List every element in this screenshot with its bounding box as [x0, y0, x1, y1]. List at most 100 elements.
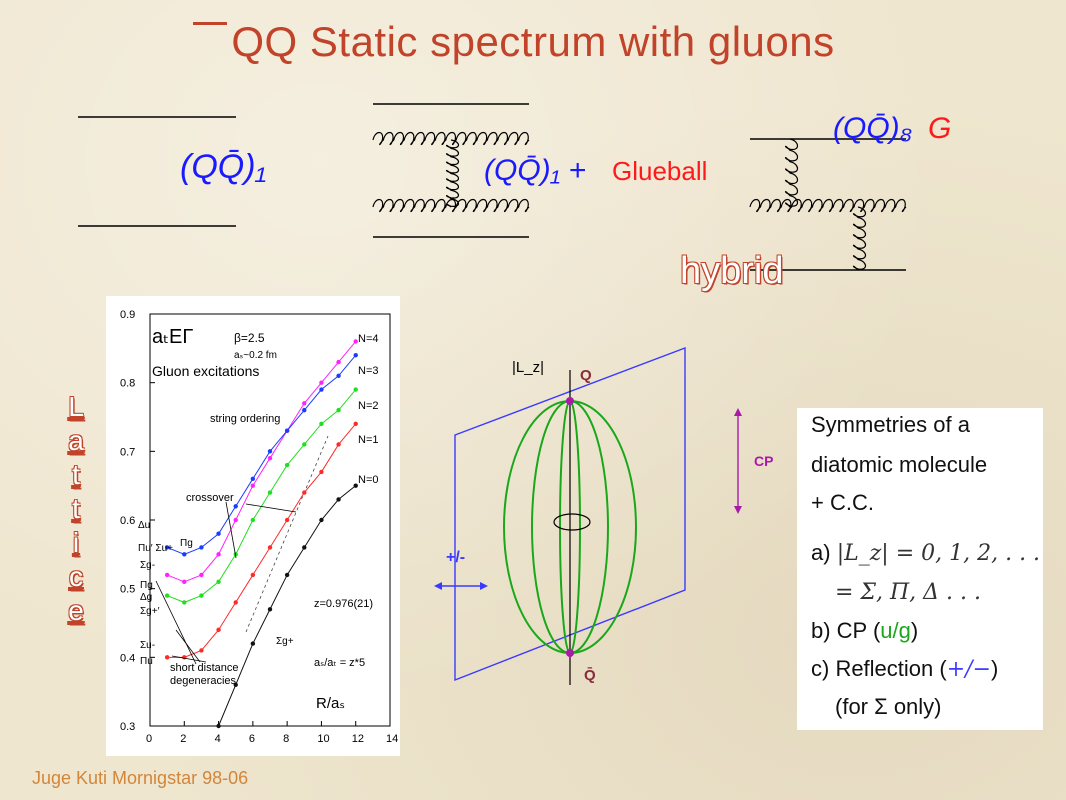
data-point	[353, 387, 358, 392]
x-tick-label: 6	[249, 733, 255, 745]
series-label-n0: N=0	[358, 474, 379, 486]
data-point	[284, 428, 290, 433]
lattice-letter: e	[68, 595, 84, 626]
data-point	[182, 655, 187, 660]
data-point	[182, 552, 187, 557]
data-point	[164, 572, 170, 578]
data-point	[319, 517, 324, 523]
gluon-line-bottom	[372, 198, 530, 213]
series-label-n1: N=1	[358, 434, 379, 446]
title-overline	[193, 22, 227, 25]
lattice-letter: t	[72, 459, 80, 490]
beta-label: β=2.5	[234, 331, 265, 345]
spacing-label: aₛ~0.2 fm	[234, 350, 277, 361]
qq1-label: (QQ̄)₁	[180, 148, 266, 186]
gluon-line-hybrid-left	[784, 138, 799, 208]
qq8-g-label: G	[928, 112, 951, 145]
data-point	[353, 483, 358, 488]
series-line	[166, 341, 357, 583]
diagram-singlet: (QQ̄)₁	[78, 116, 266, 227]
sym-item-a: a) |L_z| = 0, 1, 2, . . .	[811, 540, 1040, 566]
gluon-line-top	[372, 131, 530, 146]
lattice-plot-panel: 0.3 0.4 0.5 0.6 0.7 0.8 0.9 0 2 4 6 8 10 12 14 aₜEΓ G…	[106, 296, 400, 756]
x-tick-label: 4	[215, 733, 221, 745]
sym-a-math-2: = Σ, Π, Δ . . .	[835, 580, 981, 605]
data-point	[250, 476, 256, 481]
data-point	[336, 373, 341, 378]
data-point	[216, 627, 221, 633]
symmetries-panel: Symmetries of a diatomic molecule + C.C.…	[797, 408, 1043, 730]
series-label-n2: N=2	[358, 400, 379, 412]
y-tick-label: 0.3	[120, 721, 135, 733]
qq8-label: (QQ̄)₈	[833, 112, 912, 145]
lattice-plot: 0.3 0.4 0.5 0.6 0.7 0.8 0.9 0 2 4 6 8 10 12 14 aₜEΓ G…	[120, 309, 398, 745]
data-point	[199, 572, 204, 578]
series-label-n4: N=4	[358, 333, 379, 345]
data-point	[336, 359, 341, 365]
lattice-letter: i	[72, 527, 80, 558]
y-tick-label: 0.4	[120, 652, 135, 664]
series-line	[166, 354, 357, 555]
data-point	[302, 490, 307, 495]
state-label: Σg+′	[140, 606, 160, 617]
data-point	[267, 545, 273, 550]
quark-dot	[566, 397, 574, 405]
lattice-letter: c	[69, 561, 83, 592]
data-point	[267, 607, 273, 612]
x-tick-label: 8	[283, 733, 289, 745]
data-point	[216, 552, 221, 557]
data-point	[267, 456, 273, 461]
ratio-label: aₛ/aₜ = z*5	[314, 657, 365, 669]
data-point	[302, 545, 307, 550]
glueball-label: Glueball	[612, 156, 707, 186]
x-tick-label: 10	[317, 733, 329, 745]
plot-title-sym: aₜEΓ	[152, 326, 193, 348]
series-label-n3: N=3	[358, 365, 379, 377]
gluon-line-hybrid	[749, 198, 907, 213]
antiquark-dot	[566, 649, 574, 657]
series-line	[167, 423, 357, 658]
data-point	[267, 449, 273, 454]
data-point	[233, 682, 238, 687]
sym-a-math: |L_z| = 0, 1, 2, . . .	[836, 541, 1041, 566]
x-tick-label: 2	[180, 733, 186, 745]
state-label: Σg-	[140, 560, 155, 571]
data-point	[216, 531, 221, 536]
state-label: Πu′ Σu+	[138, 543, 173, 554]
data-point	[199, 545, 204, 550]
gluon-line-hybrid-right	[852, 206, 867, 271]
state-label: Πg	[180, 538, 193, 549]
data-point	[233, 517, 238, 523]
data-point	[216, 579, 221, 584]
diagram-hybrid: (QQ̄)₈ G	[749, 112, 951, 271]
x-axis-label: R/aₛ	[316, 695, 345, 712]
sym-item-d: (for Σ only)	[835, 694, 942, 719]
annotation-arrows	[155, 501, 297, 665]
lattice-letter: L	[68, 391, 84, 422]
data-point	[250, 483, 256, 488]
slide-title: QQ Static spectrum with gluons	[231, 18, 835, 65]
data-point	[319, 469, 324, 475]
data-point	[284, 572, 290, 578]
data-point	[182, 600, 187, 605]
sym-item-b: b) CP (u/g)	[811, 618, 919, 643]
y-tick-label: 0.6	[120, 515, 135, 527]
state-label: Δg	[140, 592, 152, 603]
sym-line-3: + C.C.	[811, 490, 874, 515]
data-point	[233, 504, 238, 509]
sym-c-highlight: +/−	[946, 657, 991, 682]
crossover-label: crossover	[186, 492, 234, 504]
y-tick-label: 0.8	[120, 378, 135, 390]
data-point	[284, 462, 290, 468]
state-label: Σg+	[276, 636, 294, 647]
data-point	[353, 353, 358, 358]
reflection-label: +/-	[446, 549, 465, 566]
feynman-diagrams: (QQ̄)₁ (QQ̄)₁ + Glueball (QQ̄)₈ G	[78, 103, 951, 271]
lattice-letter: a	[68, 425, 84, 456]
degeneracies-label: degeneracies	[170, 675, 237, 687]
sym-line-1: Symmetries of a	[811, 412, 970, 437]
data-point	[164, 545, 170, 550]
string-ordering-label: string ordering	[210, 413, 280, 425]
data-point	[302, 407, 307, 413]
data-point	[336, 442, 341, 447]
